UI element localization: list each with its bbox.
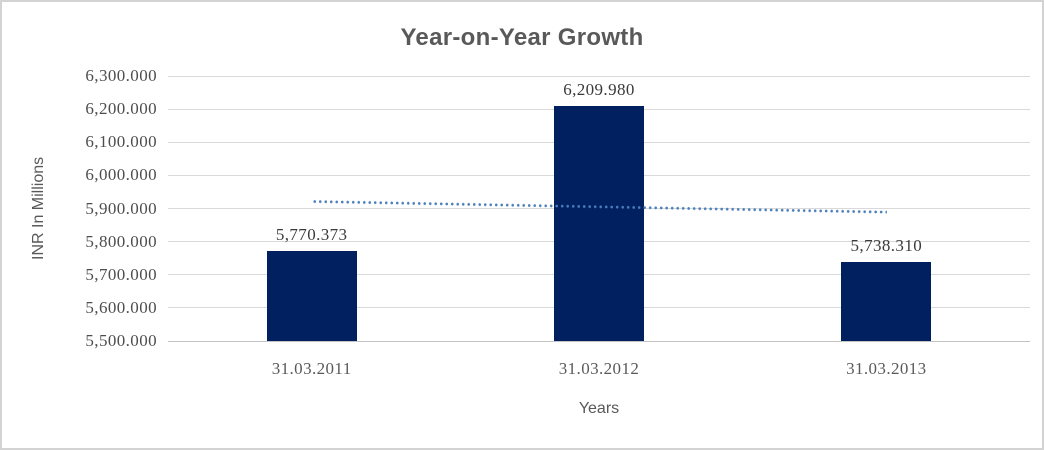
y-tick-label: 5,600.000	[85, 297, 157, 317]
bar	[554, 105, 644, 341]
x-axis-line	[168, 340, 1030, 342]
chart-title: Year-on-Year Growth	[400, 24, 644, 51]
gridline	[168, 75, 1030, 77]
y-tick-label: 5,800.000	[85, 231, 157, 251]
bar-value-label: 6,209.980	[563, 79, 635, 99]
x-tick-label: 31.03.2012	[558, 359, 640, 378]
bar-value-label: 5,738.310	[850, 236, 923, 256]
y-tick-label: 5,700.000	[85, 264, 157, 284]
bar	[266, 251, 357, 341]
x-axis-tick-labels: 31.03.2011 31.03.2012 31.03.2013	[168, 359, 1030, 381]
x-axis-title: Years	[578, 400, 620, 417]
y-tick-label: 6,200.000	[85, 99, 157, 119]
y-tick-label: 5,500.000	[85, 331, 157, 350]
y-tick-label: 6,100.000	[85, 132, 157, 152]
x-tick-label: 31.03.2011	[271, 359, 352, 378]
y-tick-label: 6,300.000	[85, 66, 157, 85]
y-tick-label: 6,000.000	[85, 165, 157, 185]
y-axis-tick-labels: 6,300.000 6,200.000 6,100.000 6,000.000 5,90…	[2, 66, 157, 350]
bar-value-label: 5,770.373	[275, 225, 348, 245]
plot-area: 5,770.373 6,209.980 5,738.310	[168, 75, 1030, 342]
y-tick-label: 5,900.000	[85, 198, 157, 218]
bar	[841, 262, 932, 341]
x-tick-label: 31.03.2013	[846, 359, 927, 378]
